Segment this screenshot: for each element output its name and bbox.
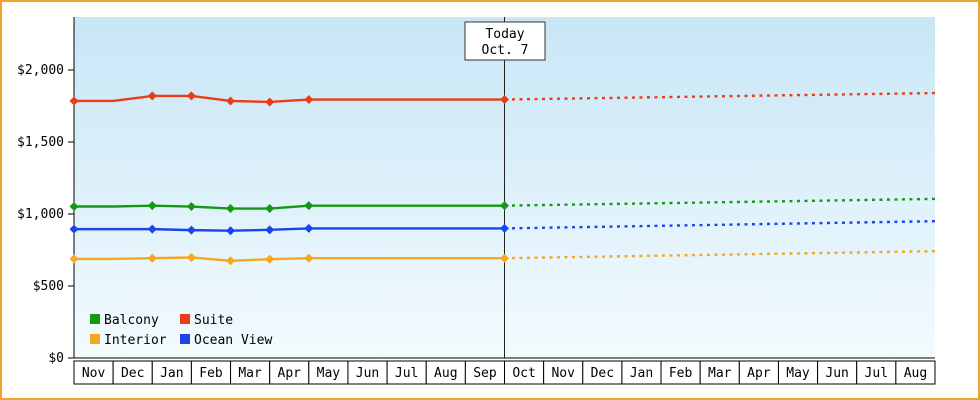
ocean-view-data-marker: [147, 224, 157, 234]
x-axis-label: Mar: [708, 366, 732, 381]
balcony-data-marker: [69, 202, 79, 212]
legend-label-balcony: Balcony: [104, 313, 159, 328]
x-axis-label: Apr: [278, 366, 302, 381]
y-axis-label: $0: [48, 351, 64, 366]
interior-history-line: [74, 256, 505, 263]
y-axis-label: $1,000: [17, 207, 64, 222]
suite-data-marker: [304, 95, 314, 105]
x-axis-label: Apr: [747, 366, 771, 381]
balcony-history-line: [74, 204, 505, 210]
today-label-line2: Oct. 7: [482, 43, 529, 58]
ocean-view-data-marker: [69, 224, 79, 234]
legend-label-interior: Interior: [104, 333, 167, 348]
interior-data-marker: [147, 253, 157, 263]
legend-swatch-balcony: [90, 314, 100, 324]
x-axis-label: Nov: [551, 366, 575, 381]
x-axis-label: Dec: [591, 366, 614, 381]
interior-data-marker: [500, 253, 509, 263]
suite-data-marker: [147, 91, 157, 101]
balcony-data-marker: [304, 201, 314, 211]
x-axis-label: Aug: [904, 366, 927, 381]
x-axis-label: May: [317, 366, 341, 381]
x-axis-label: Jul: [865, 366, 888, 381]
today-box: [464, 21, 546, 61]
legend-swatch-interior: [90, 334, 100, 344]
x-axis-label: Jun: [356, 366, 379, 381]
legend-label-ocean-view: Ocean View: [194, 333, 272, 348]
y-axis-label: $2,000: [17, 63, 64, 78]
suite-data-marker: [69, 96, 79, 106]
today-label-line1: Today: [485, 27, 524, 42]
x-axis-label: Aug: [434, 366, 457, 381]
suite-data-marker: [186, 91, 196, 101]
suite-data-marker: [500, 95, 509, 105]
balcony-data-marker: [226, 204, 236, 214]
suite-data-marker: [226, 96, 236, 106]
today-annotation: Today Oct. 7: [464, 21, 546, 61]
x-axis-label: Nov: [82, 366, 106, 381]
x-axis-label: Jun: [825, 366, 848, 381]
x-axis-label: Feb: [669, 366, 693, 381]
ocean-view-data-marker: [265, 225, 275, 235]
x-axis-label: Sep: [473, 366, 497, 381]
legend-label-suite: Suite: [194, 313, 233, 328]
x-axis-label: May: [786, 366, 810, 381]
interior-data-marker: [226, 256, 236, 266]
interior-data-marker: [265, 254, 275, 264]
balcony-data-marker: [265, 204, 275, 214]
balcony-data-marker: [147, 201, 157, 211]
interior-data-marker: [304, 253, 314, 263]
interior-data-marker: [186, 252, 196, 262]
legend-swatch-ocean-view: [180, 334, 190, 344]
ocean-view-data-marker: [186, 225, 196, 235]
ocean-view-data-marker: [500, 223, 509, 233]
ocean-view-data-marker: [304, 223, 314, 233]
month-cell: [895, 360, 936, 385]
suite-data-marker: [265, 97, 275, 107]
balcony-data-marker: [186, 202, 196, 212]
x-axis-label: Oct: [512, 366, 535, 381]
suite-history-line: [74, 94, 505, 104]
x-axis-label: Feb: [199, 366, 223, 381]
balcony-data-marker: [500, 201, 509, 211]
legend-swatch-suite: [180, 314, 190, 324]
interior-data-marker: [69, 254, 79, 264]
x-axis-label: Jan: [160, 366, 183, 381]
ocean-view-history-line: [74, 227, 505, 232]
y-axis-label: $500: [33, 279, 64, 294]
x-axis-label: Mar: [238, 366, 262, 381]
x-axis-label: Jul: [395, 366, 418, 381]
x-axis-label: Jan: [630, 366, 653, 381]
ocean-view-data-marker: [226, 226, 236, 236]
y-axis-label: $1,500: [17, 135, 64, 150]
x-axis-label: Dec: [121, 366, 144, 381]
